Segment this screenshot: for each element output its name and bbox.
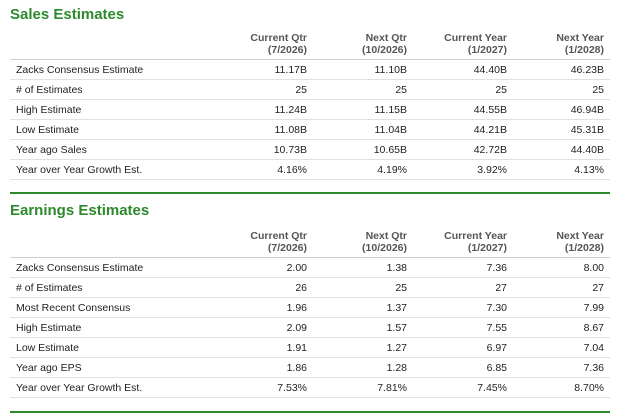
row-label: Low Estimate bbox=[10, 119, 195, 140]
cell-value: 11.17B bbox=[195, 59, 313, 80]
cell-value: 44.55B bbox=[413, 99, 513, 120]
cell-value: 25 bbox=[513, 79, 610, 100]
cell-value: 10.73B bbox=[195, 139, 313, 160]
table-row: Year ago Sales 10.73B 10.65B 42.72B 44.4… bbox=[10, 139, 610, 160]
cell-value: 7.36 bbox=[413, 257, 513, 278]
sales-estimates-title: Sales Estimates bbox=[10, 6, 125, 23]
cell-value: 1.96 bbox=[195, 297, 313, 318]
cell-value: 7.81% bbox=[313, 377, 413, 398]
cell-value: 6.97 bbox=[413, 337, 513, 358]
row-label: Zacks Consensus Estimate bbox=[10, 257, 195, 278]
table-row: Year over Year Growth Est. 7.53% 7.81% 7… bbox=[10, 377, 610, 398]
cell-value: 1.57 bbox=[313, 317, 413, 338]
row-label-header bbox=[10, 30, 195, 60]
row-label: Year ago EPS bbox=[10, 357, 195, 378]
table-row: Low Estimate 11.08B 11.04B 44.21B 45.31B bbox=[10, 119, 610, 140]
cell-value: 1.38 bbox=[313, 257, 413, 278]
cell-value: 26 bbox=[195, 277, 313, 298]
cell-value: 2.09 bbox=[195, 317, 313, 338]
row-label: High Estimate bbox=[10, 99, 195, 120]
cell-value: 7.30 bbox=[413, 297, 513, 318]
cell-value: 11.10B bbox=[313, 59, 413, 80]
cell-value: 1.91 bbox=[195, 337, 313, 358]
table-row: # of Estimates 25 25 25 25 bbox=[10, 79, 610, 100]
table-row: Year over Year Growth Est. 4.16% 4.19% 3… bbox=[10, 159, 610, 180]
cell-value: 46.23B bbox=[513, 59, 610, 80]
column-header-next-qtr: Next Qtr (10/2026) bbox=[313, 30, 413, 60]
table-row: # of Estimates 26 25 27 27 bbox=[10, 277, 610, 298]
column-header-current-qtr: Current Qtr (7/2026) bbox=[195, 228, 313, 258]
cell-value: 8.67 bbox=[513, 317, 610, 338]
sales-estimates-table: Current Qtr (7/2026) Next Qtr (10/2026) Cu… bbox=[10, 30, 610, 180]
table-header-row: Current Qtr (7/2026) Next Qtr (10/2026) Cu… bbox=[10, 30, 610, 60]
cell-value: 1.86 bbox=[195, 357, 313, 378]
table-row: Zacks Consensus Estimate 11.17B 11.10B 4… bbox=[10, 59, 610, 80]
cell-value: 46.94B bbox=[513, 99, 610, 120]
table-row: Year ago EPS 1.86 1.28 6.85 7.36 bbox=[10, 357, 610, 378]
table-row: Zacks Consensus Estimate 2.00 1.38 7.36 … bbox=[10, 257, 610, 278]
row-label-header bbox=[10, 228, 195, 258]
row-label: # of Estimates bbox=[10, 277, 195, 298]
cell-value: 27 bbox=[513, 277, 610, 298]
cell-value: 8.00 bbox=[513, 257, 610, 278]
row-label: High Estimate bbox=[10, 317, 195, 338]
cell-value: 4.19% bbox=[313, 159, 413, 180]
column-header-next-year: Next Year (1/2028) bbox=[513, 228, 610, 258]
cell-value: 11.15B bbox=[313, 99, 413, 120]
cell-value: 44.40B bbox=[513, 139, 610, 160]
cell-value: 11.24B bbox=[195, 99, 313, 120]
row-label: Year ago Sales bbox=[10, 139, 195, 160]
column-header-next-year: Next Year (1/2028) bbox=[513, 30, 610, 60]
cell-value: 4.16% bbox=[195, 159, 313, 180]
cell-value: 1.27 bbox=[313, 337, 413, 358]
earnings-estimates-title: Earnings Estimates bbox=[10, 202, 150, 219]
table-row: Low Estimate 1.91 1.27 6.97 7.04 bbox=[10, 337, 610, 358]
cell-value: 11.04B bbox=[313, 119, 413, 140]
cell-value: 7.04 bbox=[513, 337, 610, 358]
row-label: Year over Year Growth Est. bbox=[10, 377, 195, 398]
cell-value: 7.99 bbox=[513, 297, 610, 318]
column-header-current-qtr: Current Qtr (7/2026) bbox=[195, 30, 313, 60]
cell-value: 1.37 bbox=[313, 297, 413, 318]
cell-value: 42.72B bbox=[413, 139, 513, 160]
cell-value: 2.00 bbox=[195, 257, 313, 278]
cell-value: 10.65B bbox=[313, 139, 413, 160]
cell-value: 1.28 bbox=[313, 357, 413, 378]
cell-value: 25 bbox=[413, 79, 513, 100]
cell-value: 25 bbox=[195, 79, 313, 100]
column-header-current-year: Current Year (1/2027) bbox=[413, 228, 513, 258]
cell-value: 7.55 bbox=[413, 317, 513, 338]
column-header-next-qtr: Next Qtr (10/2026) bbox=[313, 228, 413, 258]
cell-value: 7.53% bbox=[195, 377, 313, 398]
cell-value: 4.13% bbox=[513, 159, 610, 180]
section-divider bbox=[10, 411, 610, 413]
table-row: High Estimate 11.24B 11.15B 44.55B 46.94… bbox=[10, 99, 610, 120]
row-label: Most Recent Consensus bbox=[10, 297, 195, 318]
row-label: Year over Year Growth Est. bbox=[10, 159, 195, 180]
cell-value: 45.31B bbox=[513, 119, 610, 140]
cell-value: 44.40B bbox=[413, 59, 513, 80]
table-row: High Estimate 2.09 1.57 7.55 8.67 bbox=[10, 317, 610, 338]
row-label: Low Estimate bbox=[10, 337, 195, 358]
row-label: Zacks Consensus Estimate bbox=[10, 59, 195, 80]
cell-value: 7.45% bbox=[413, 377, 513, 398]
cell-value: 44.21B bbox=[413, 119, 513, 140]
cell-value: 7.36 bbox=[513, 357, 610, 378]
earnings-estimates-table: Current Qtr (7/2026) Next Qtr (10/2026) Cu… bbox=[10, 228, 610, 398]
row-label: # of Estimates bbox=[10, 79, 195, 100]
cell-value: 3.92% bbox=[413, 159, 513, 180]
table-row: Most Recent Consensus 1.96 1.37 7.30 7.9… bbox=[10, 297, 610, 318]
cell-value: 25 bbox=[313, 79, 413, 100]
cell-value: 25 bbox=[313, 277, 413, 298]
cell-value: 6.85 bbox=[413, 357, 513, 378]
cell-value: 8.70% bbox=[513, 377, 610, 398]
cell-value: 27 bbox=[413, 277, 513, 298]
column-header-current-year: Current Year (1/2027) bbox=[413, 30, 513, 60]
section-divider bbox=[10, 192, 610, 194]
table-header-row: Current Qtr (7/2026) Next Qtr (10/2026) Cu… bbox=[10, 228, 610, 258]
cell-value: 11.08B bbox=[195, 119, 313, 140]
